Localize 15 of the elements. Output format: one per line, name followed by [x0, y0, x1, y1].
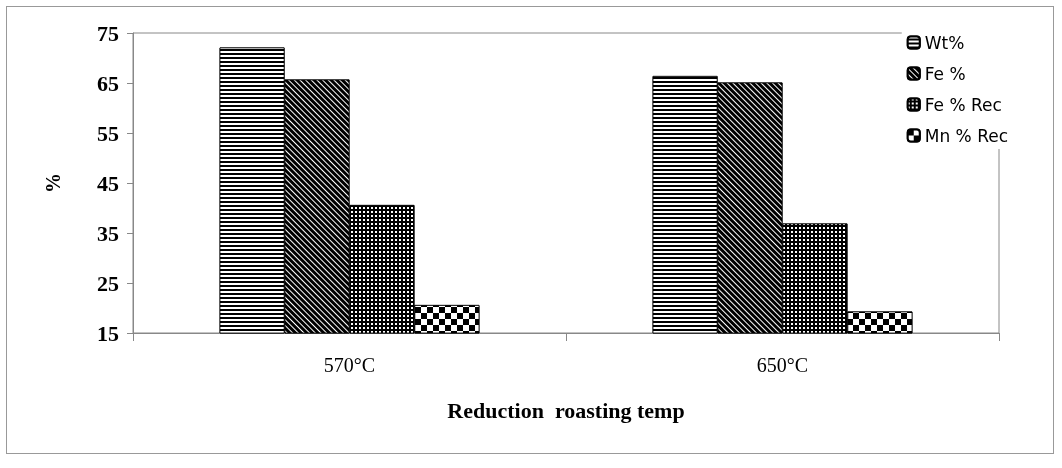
x-tick-label: 570°C [323, 354, 376, 376]
y-tick-label: 55 [97, 120, 119, 146]
y-tick-label: 65 [97, 70, 119, 96]
x-axis-title: Reduction roasting temp [447, 397, 685, 423]
legend-label: Mn % Rec [924, 125, 1009, 146]
y-tick-label: 25 [97, 270, 119, 296]
y-axis-title: % [42, 173, 64, 193]
y-tick-label: 75 [97, 20, 119, 46]
x-tick-label: 650°C [756, 354, 809, 376]
y-tick-label: 35 [97, 220, 119, 246]
legend-label: Wt% [924, 32, 965, 53]
legend-label: Fe % Rec [924, 94, 1002, 115]
y-tick-label: 45 [97, 170, 119, 196]
legend-label: Fe % [924, 63, 966, 84]
y-tick-label: 15 [97, 320, 119, 346]
